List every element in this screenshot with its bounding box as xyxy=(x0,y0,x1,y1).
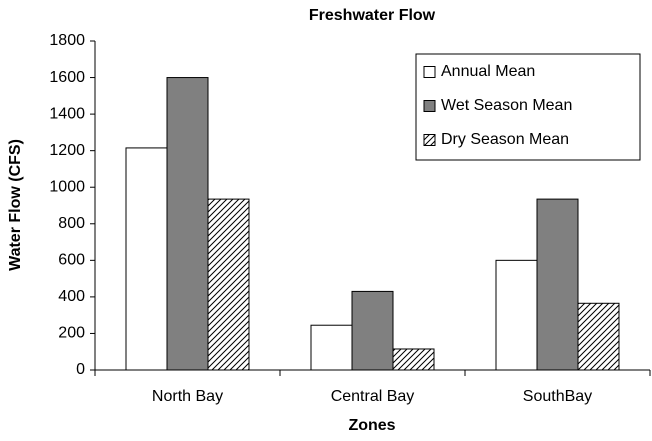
x-axis-label: Zones xyxy=(348,417,395,434)
y-tick-label: 400 xyxy=(58,288,85,305)
y-tick-label: 600 xyxy=(58,252,85,269)
legend-swatch xyxy=(423,100,436,112)
bar xyxy=(392,348,435,371)
legend-box xyxy=(415,53,641,161)
bar xyxy=(310,324,353,371)
y-tick-label: 1600 xyxy=(49,69,85,86)
legend-swatch xyxy=(423,134,436,146)
legend-label: Wet Season Mean xyxy=(441,97,572,114)
bar xyxy=(351,290,394,371)
y-tick-label: 1400 xyxy=(49,105,85,122)
bar xyxy=(495,259,538,371)
legend-swatch xyxy=(423,66,436,78)
legend-label: Annual Mean xyxy=(441,63,535,80)
y-tick-label: 1000 xyxy=(49,178,85,195)
y-tick-label: 200 xyxy=(58,325,85,342)
bar xyxy=(536,198,579,371)
y-axis-label: Water Flow (CFS) xyxy=(7,139,24,271)
y-tick-label: 800 xyxy=(58,215,85,232)
x-tick-label: SouthBay xyxy=(523,388,592,405)
bar xyxy=(166,77,209,371)
bar xyxy=(577,302,620,371)
bar xyxy=(207,198,250,371)
x-tick-label: North Bay xyxy=(152,388,223,405)
y-tick-label: 1200 xyxy=(49,142,85,159)
y-tick-label: 1800 xyxy=(49,32,85,49)
x-tick-label: Central Bay xyxy=(331,388,415,405)
chart-title: Freshwater Flow xyxy=(309,7,436,24)
bar xyxy=(125,147,168,371)
legend-label: Dry Season Mean xyxy=(441,131,569,148)
y-tick-label: 0 xyxy=(76,361,85,378)
